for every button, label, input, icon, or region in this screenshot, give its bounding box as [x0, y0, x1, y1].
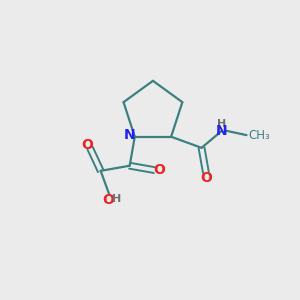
Text: O: O — [81, 138, 93, 152]
Text: H: H — [112, 194, 121, 204]
Text: CH₃: CH₃ — [248, 129, 270, 142]
Text: H: H — [217, 119, 226, 129]
Text: N: N — [216, 124, 228, 138]
Text: N: N — [124, 128, 135, 142]
Text: O: O — [154, 163, 166, 177]
Text: O: O — [102, 193, 114, 207]
Text: O: O — [200, 171, 212, 185]
